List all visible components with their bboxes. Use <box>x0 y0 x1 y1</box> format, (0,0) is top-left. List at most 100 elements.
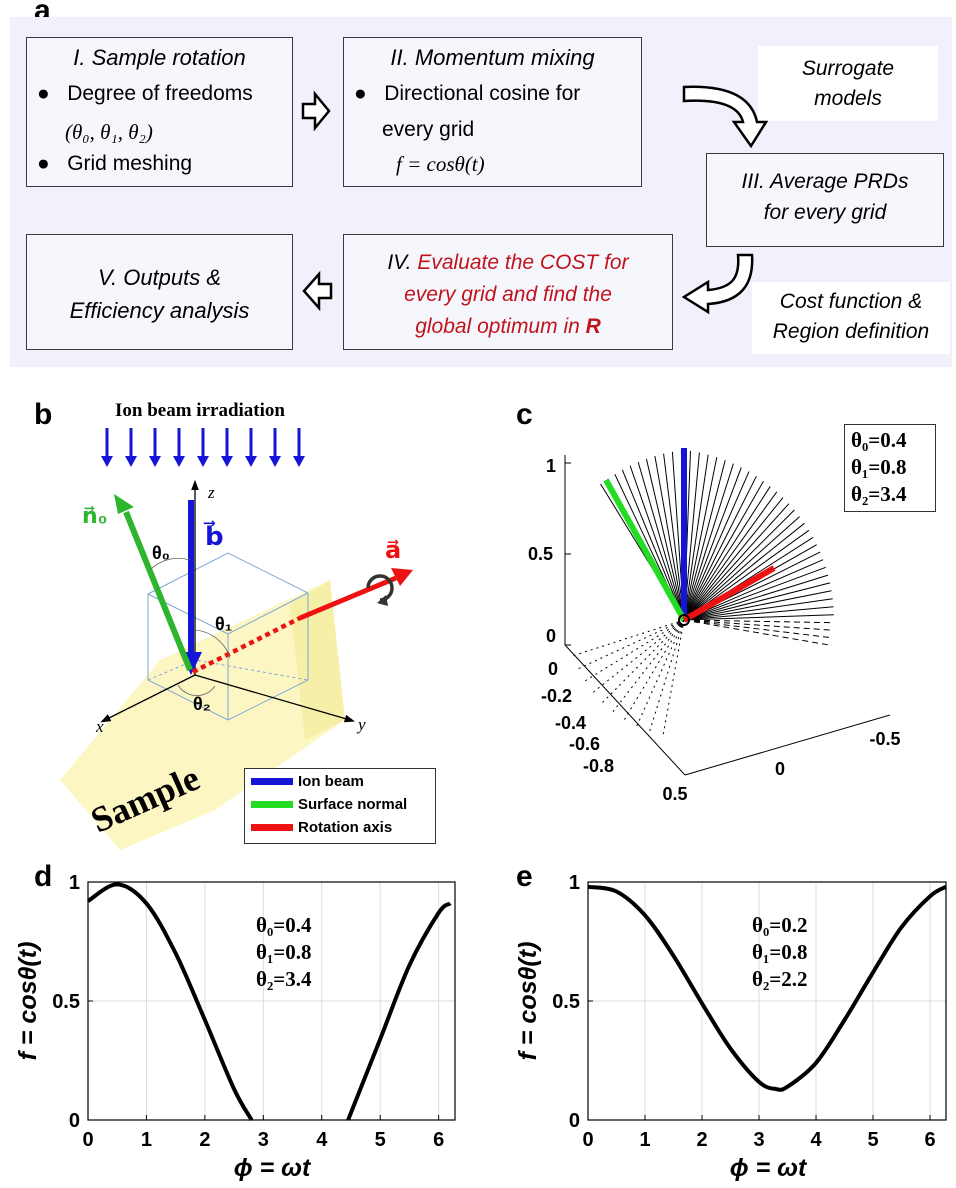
e-param-theta2: θ₂=2.2 <box>752 967 808 991</box>
rotation-axis-arrowhead <box>391 568 413 586</box>
c-inner-ray-9 <box>569 619 685 658</box>
c-ltick-08: -0.8 <box>583 756 614 776</box>
d-ytick-0: 0 <box>69 1110 80 1132</box>
rotation-icon <box>366 574 394 602</box>
box-sample-rotation: I. Sample rotation ● Degree of freedoms … <box>26 37 293 187</box>
curved-arrow-left-icon <box>681 253 754 315</box>
c-ray-23 <box>683 497 784 621</box>
box4-line3: global optimum in R <box>344 311 672 343</box>
flowchart-arrows <box>301 85 769 315</box>
c-ray-33 <box>683 566 826 621</box>
e-ytick-0: 0 <box>569 1110 580 1132</box>
note-cost-line2: Region definition <box>772 320 930 343</box>
box1-bullet1-sub: (θ₀, θ₁, θ₂) <box>65 120 153 144</box>
c-ray-39 <box>683 614 834 621</box>
c-inner-ray-5 <box>599 619 685 706</box>
c-ftick-m05: -0.5 <box>869 729 900 749</box>
c-ray-13 <box>683 454 709 621</box>
panel-e-chart: 0 1 2 3 4 5 6 0 0.5 1 ϕ = ωt f = cosθ(t) <box>514 872 947 1182</box>
axis-z-label: z <box>207 483 215 502</box>
wireframe-box <box>147 552 309 721</box>
coordinate-axes <box>100 479 355 723</box>
e-param-theta0: θ₀=0.2 <box>752 913 808 937</box>
note-surrogate-models: Surrogate models <box>758 46 938 121</box>
e-tick-labels: 0 1 2 3 4 5 6 0 0.5 1 <box>552 872 935 1151</box>
legend-swatch-blue <box>251 778 293 785</box>
box3-line1: III. Average PRDs <box>741 170 909 193</box>
c-ray-41 <box>683 619 834 631</box>
c-ray-25 <box>683 509 795 621</box>
d-series-line <box>86 882 452 1122</box>
sample-slab <box>60 580 345 850</box>
e-ytick-2: 1 <box>569 872 580 894</box>
c-ftick-0: 0 <box>775 759 785 779</box>
panel-c-params: θ₀=0.4 θ₁=0.8 θ₂=3.4 <box>844 424 936 512</box>
arrow-left-icon <box>302 270 333 312</box>
d-xtick-5: 5 <box>375 1129 386 1151</box>
legend-label-surface-normal: Surface normal <box>298 796 408 813</box>
panel-d-letter: d <box>34 860 53 893</box>
c-inner-ray-1 <box>648 619 685 735</box>
c-ltick-06: -0.6 <box>569 734 600 754</box>
c-ray-40 <box>683 619 835 624</box>
panel-e-letter: e <box>516 860 533 893</box>
c-ztick-05: 0.5 <box>528 544 553 564</box>
rotation-icon-head <box>377 595 388 606</box>
e-ylabel: f = cosθ(t) <box>514 942 542 1061</box>
c-ray-26 <box>683 516 800 621</box>
c-ray-14 <box>683 457 718 621</box>
c-ray-6 <box>645 458 685 621</box>
box4-prefix: IV. <box>387 251 418 274</box>
panel-e-params: θ₀=0.2 θ₁=0.8 θ₂=2.2 <box>752 912 807 993</box>
c-ray-34 <box>683 574 829 621</box>
box1-bullet2: ● Grid meshing <box>37 152 193 175</box>
c-ray-43 <box>683 619 832 646</box>
c-param-theta1: θ₁=0.8 <box>851 455 907 479</box>
a-label: a⃗ <box>385 537 401 564</box>
box2-title: II. Momentum mixing <box>390 45 595 70</box>
box4-red-text: Evaluate the COST for <box>417 251 629 274</box>
e-xtick-0: 0 <box>582 1129 593 1151</box>
arrow-right-icon <box>301 90 331 132</box>
box4-line3-text: global optimum in <box>415 315 586 338</box>
panel-c-rotation-axis-line <box>682 565 776 623</box>
e-series-line <box>587 884 947 1092</box>
c-ray-21 <box>683 486 771 621</box>
panel-b-letter: b <box>34 398 53 431</box>
surface-normal-arrowhead <box>114 494 134 514</box>
c-ray-17 <box>683 467 742 621</box>
note-surrogate-line2: models <box>814 87 882 110</box>
e-xtick-3: 3 <box>753 1129 764 1151</box>
c-ray-15 <box>683 460 726 621</box>
rotation-axis-dashed <box>191 615 302 675</box>
box1-bullet1-text: Degree of freedoms <box>67 82 253 105</box>
c-ltick-02: -0.2 <box>541 686 572 706</box>
legend-item-ion-beam: Ion beam <box>251 773 364 790</box>
c-param-theta2: θ₂=3.4 <box>851 482 907 506</box>
c-inner-ray-3 <box>621 619 685 724</box>
c-ray-35 <box>683 582 831 621</box>
theta0-label: θ₀ <box>152 543 170 563</box>
d-xtick-6: 6 <box>433 1129 444 1151</box>
panel-c-letter: c <box>516 398 533 431</box>
box5-line1: V. Outputs & <box>97 265 222 290</box>
d-ylabel: f = cosθ(t) <box>14 942 42 1061</box>
c-ftick-05: 0.5 <box>662 784 687 804</box>
c-ray-38 <box>683 606 834 621</box>
box2-bullet1-text: Directional cosine for <box>384 82 581 105</box>
legend-item-rotation-axis: Rotation axis <box>251 819 392 836</box>
e-xtick-1: 1 <box>639 1129 650 1151</box>
box-average-prds: III. Average PRDs for every grid <box>706 153 944 247</box>
panel-c-ticks <box>565 462 571 646</box>
theta2-arc <box>177 684 216 697</box>
c-inner-ray-2 <box>634 619 685 730</box>
legend: Ion beam Surface normal Rotation axis <box>244 768 436 844</box>
legend-item-surface-normal: Surface normal <box>251 796 407 813</box>
e-xtick-5: 5 <box>867 1129 878 1151</box>
e-xlabel: ϕ = ωt <box>730 1154 808 1182</box>
box-momentum-mixing: II. Momentum mixing ● Directional cosine… <box>343 37 642 187</box>
c-ray-24 <box>683 503 790 621</box>
sample-side <box>290 580 345 740</box>
curved-arrow-down-icon <box>682 85 769 149</box>
